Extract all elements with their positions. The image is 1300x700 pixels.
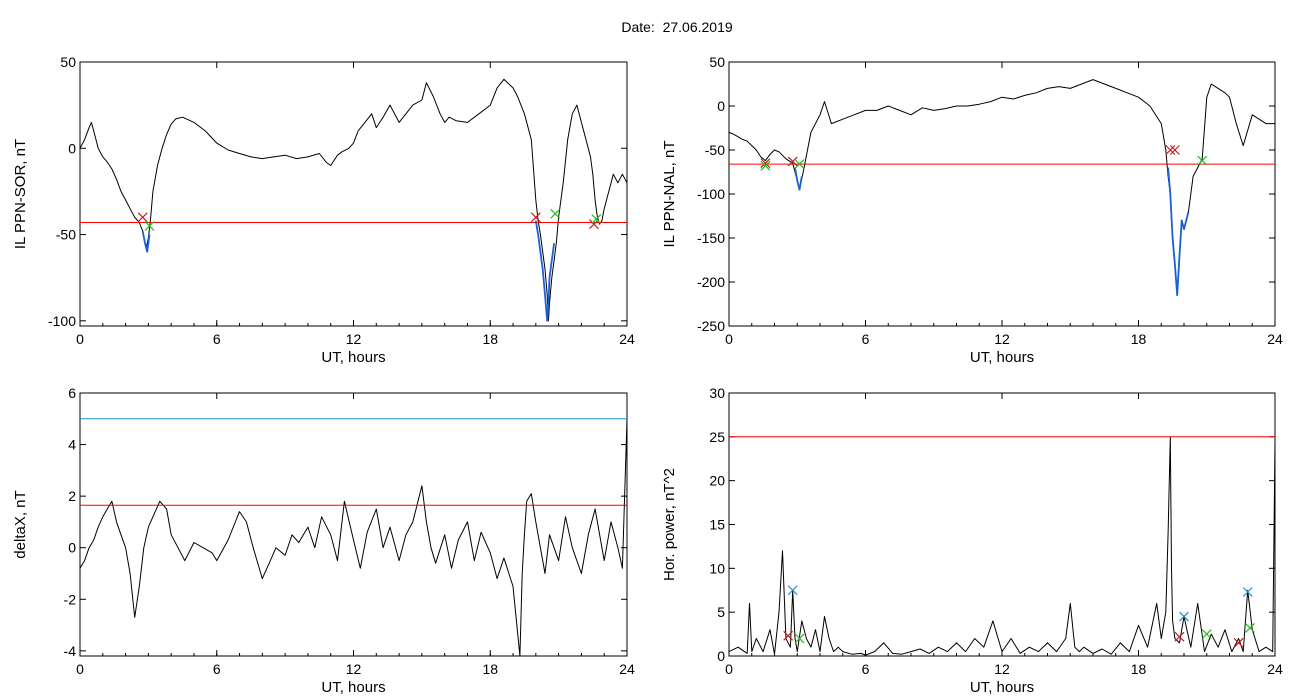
event-line (534, 220, 555, 322)
x-tick-label: 18 (482, 661, 498, 677)
start-marker-point (589, 219, 599, 230)
x-tick-label: 0 (76, 661, 84, 677)
y-tick-label: 0 (717, 648, 725, 664)
start-marker-point (783, 630, 794, 641)
x-axis-label: UT, hours (321, 349, 385, 366)
panel-p2: 0 6 12 18 24 50 0 -50 -100 -150 -200 -250 UT, hours I… (661, 54, 1283, 366)
x-tick-label: 6 (862, 331, 870, 347)
y-tick-label: -100 (697, 186, 725, 202)
plot-frame (79, 392, 628, 657)
y-tick-label: -50 (56, 227, 76, 243)
end-marker-point (1245, 623, 1255, 633)
y-tick-label: 15 (709, 517, 725, 533)
y-tick-label: 6 (68, 385, 76, 401)
y-axis-label: IL PPN-NAL, nT (661, 141, 678, 248)
y-tick-label: 0 (717, 98, 725, 114)
x-tick-label: 24 (619, 661, 635, 677)
end-marker-point (760, 160, 771, 171)
event-line (1167, 167, 1190, 297)
x-tick-label: 6 (213, 661, 221, 677)
x-axis-label: UT, hours (970, 679, 1034, 696)
y-tick-label: 25 (709, 429, 725, 445)
start-marker-point (1165, 145, 1176, 155)
event-line (141, 230, 151, 253)
end-marker-point (1197, 155, 1208, 166)
end-marker-point (794, 633, 805, 644)
x-tick-label: 18 (1131, 331, 1147, 347)
trace-line (79, 418, 628, 657)
end-marker-point (1201, 629, 1212, 640)
y-tick-label: 50 (60, 54, 76, 70)
start-marker-point (1174, 631, 1185, 642)
x-tick-label: 0 (725, 331, 733, 347)
panel-p1: 0 6 12 18 24 50 0 -50 -100 UT, hours IL PPN-SOR, n… (12, 54, 635, 366)
y-tick-label: 0 (68, 540, 76, 556)
x-tick-label: 24 (619, 331, 635, 347)
y-tick-label: 10 (709, 560, 725, 576)
x-tick-label: 18 (1131, 661, 1147, 677)
end-marker-point (591, 214, 602, 224)
end-marker-point (144, 220, 155, 231)
x-tick-label: 18 (482, 331, 498, 347)
start-marker-point (1233, 637, 1244, 648)
x-tick-label: 0 (725, 661, 733, 677)
panel-p4: 0 6 12 18 24 30 25 20 15 10 5 0 UT, hours Hor. power,… (661, 385, 1283, 696)
y-tick-label: 2 (68, 488, 76, 504)
x-axis-label: UT, hours (321, 679, 385, 696)
y-axis-label: deltaX, nT (12, 490, 29, 558)
panel-p3: 0 6 12 18 24 6 4 2 0 -2 -4 UT, hours deltaX, nT (12, 385, 635, 696)
end-marker-point (794, 159, 805, 170)
start-marker-point (530, 212, 541, 223)
x-tick-label: 6 (213, 331, 221, 347)
y-tick-label: -250 (697, 318, 725, 334)
figure-date-title: Date: 27.06.2019 (0, 19, 1300, 35)
start-marker-point (137, 212, 148, 223)
blue-marker-point (1179, 611, 1189, 622)
trace-line (728, 79, 1275, 296)
date-value: 27.06.2019 (662, 19, 733, 35)
y-tick-label: 5 (717, 604, 725, 620)
start-marker-point (760, 158, 771, 169)
event-line (794, 167, 803, 191)
y-tick-label: 4 (68, 437, 76, 453)
y-tick-label: -150 (697, 230, 725, 246)
y-tick-label: -4 (64, 643, 77, 659)
y-axis-label: Hor. power, nT^2 (661, 468, 678, 581)
x-tick-label: 12 (346, 661, 362, 677)
y-tick-label: -50 (705, 142, 725, 158)
y-tick-label: -2 (64, 591, 77, 607)
x-tick-label: 0 (76, 331, 84, 347)
y-axis-label: IL PPN-SOR, nT (12, 139, 29, 249)
plot-frame (728, 61, 1276, 327)
x-tick-label: 6 (862, 661, 870, 677)
y-tick-label: 0 (68, 140, 76, 156)
x-tick-label: 12 (346, 331, 362, 347)
y-tick-label: 20 (709, 473, 725, 489)
start-marker-point (1169, 145, 1180, 155)
x-tick-label: 12 (994, 331, 1010, 347)
y-tick-label: 30 (709, 385, 725, 401)
plot-frame (728, 392, 1276, 657)
y-tick-label: -100 (48, 313, 76, 329)
x-tick-label: 12 (994, 661, 1010, 677)
blue-marker-point (1242, 587, 1253, 597)
x-tick-label: 24 (1267, 331, 1283, 347)
blue-marker-point (787, 585, 798, 596)
end-marker-point (550, 208, 561, 219)
date-label: Date: (621, 19, 655, 35)
y-tick-label: 50 (709, 54, 725, 70)
trace-line (728, 436, 1276, 656)
y-tick-label: -200 (697, 274, 725, 290)
start-marker-point (787, 156, 798, 167)
x-tick-label: 24 (1267, 661, 1283, 677)
x-axis-label: UT, hours (970, 349, 1034, 366)
